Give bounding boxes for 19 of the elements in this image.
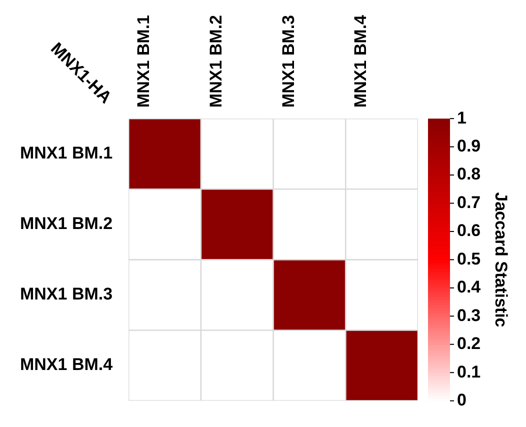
color-bar-label: 0.7 [457,192,481,212]
color-bar-label: 0.9 [457,136,481,156]
y-tick-label: MNX1 BM.1 [20,144,113,163]
y-tick-label: MNX1 BM.4 [20,355,114,374]
y-tick-label: MNX1 BM.3 [20,284,113,304]
x-tick-label: MNX1 BM.2 [206,14,226,108]
color-bar-label: 0.5 [457,249,481,268]
color-bar-label: 0.2 [457,334,481,354]
color-bar-label: 0.3 [457,306,481,325]
color-bar-title: Jaccard Statistic [491,192,510,328]
color-bar-label: 0.4 [457,278,482,297]
color-bar-label: 0 [457,390,466,410]
color-bar-label: 0.6 [457,221,481,240]
x-tick-label: MNX1 BM.4 [351,14,370,108]
color-bar-label: 1 [457,108,466,128]
y-tick-label: MNX1 BM.2 [20,214,113,234]
x-tick-label: MNX1 BM.3 [278,14,298,108]
color-bar-label: 0.8 [457,164,481,184]
color-bar-label: 0.1 [457,362,481,382]
